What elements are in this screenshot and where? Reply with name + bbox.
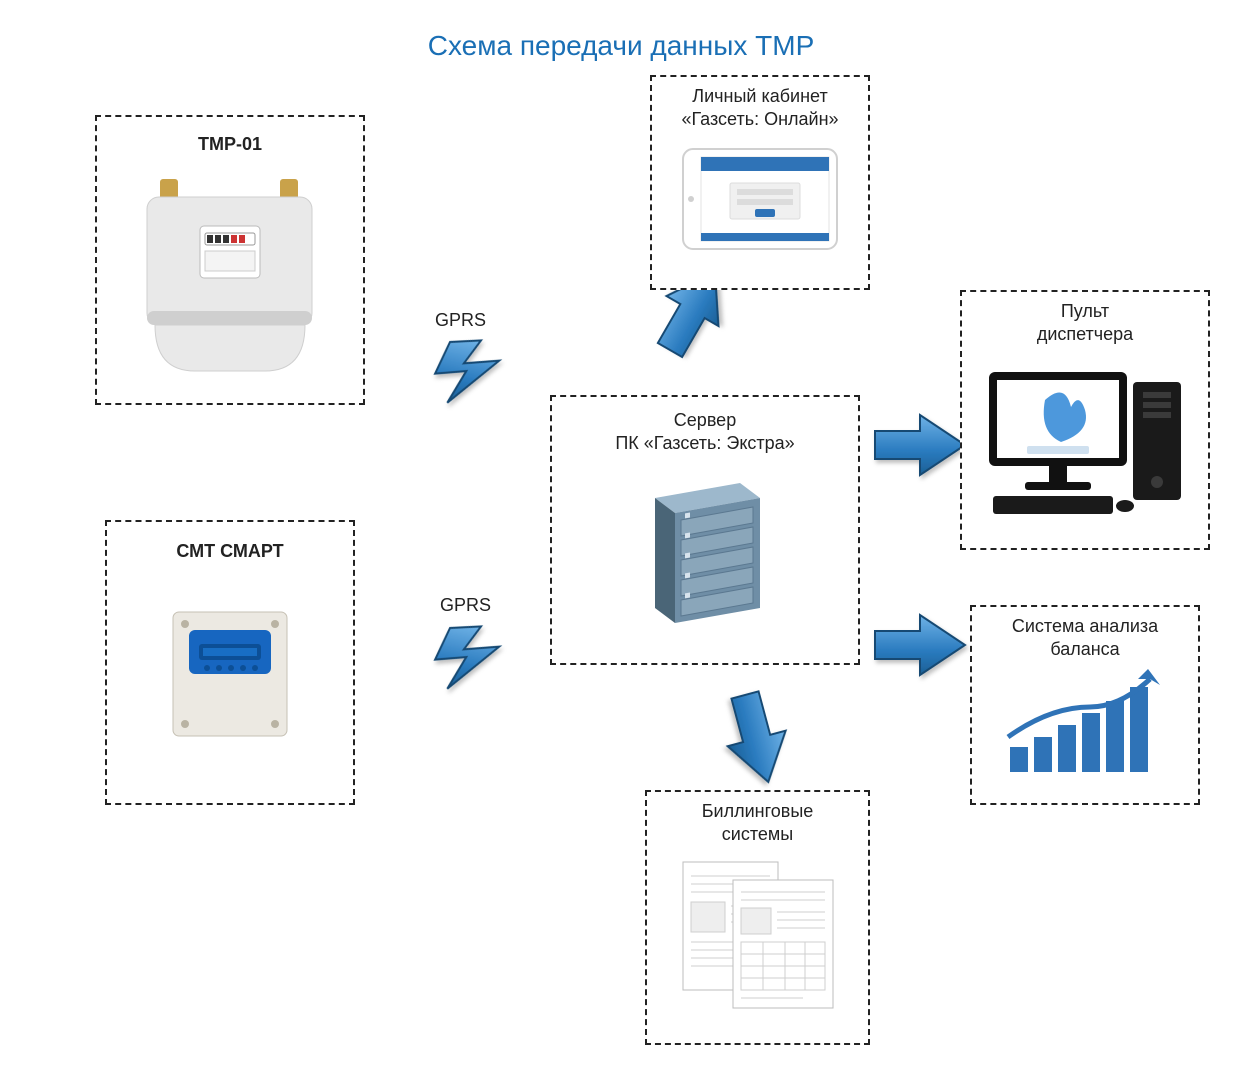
node-label-line2: диспетчера: [962, 323, 1208, 350]
node-label-line2: баланса: [972, 638, 1198, 665]
node-label-line2: системы: [647, 823, 868, 850]
tablet-icon: [652, 134, 868, 264]
workstation-icon: [962, 349, 1208, 524]
connection-label-gprs: GPRS: [440, 595, 491, 616]
smart-meter-icon: [107, 579, 353, 769]
node-label-line1: Система анализа: [972, 607, 1198, 638]
node-cabinet: Личный кабинет «Газсеть: Онлайн»: [650, 75, 870, 290]
node-label-line2: ПК «Газсеть: Экстра»: [552, 432, 858, 459]
node-label: СМТ СМАРТ: [107, 532, 353, 567]
node-label-line1: Личный кабинет: [652, 77, 868, 108]
node-label: ТМР-01: [97, 125, 363, 160]
diagram-canvas: Схема передачи данных ТМР: [0, 0, 1242, 1080]
bar-chart-icon: [972, 664, 1198, 784]
node-label-line1: Биллинговые: [647, 792, 868, 823]
arrow-icon: [875, 615, 965, 675]
arrow-icon: [716, 687, 797, 789]
node-smt-smart: СМТ СМАРТ: [105, 520, 355, 805]
node-label-line1: Сервер: [552, 397, 858, 432]
arrow-icon: [875, 415, 965, 475]
node-balance: Система анализа баланса: [970, 605, 1200, 805]
node-billing: Биллинговые системы: [645, 790, 870, 1045]
node-label-line2: «Газсеть: Онлайн»: [652, 108, 868, 135]
node-tmp01: ТМР-01: [95, 115, 365, 405]
bolt-icon: [430, 333, 503, 412]
gas-meter-icon: [97, 166, 363, 386]
node-dispatcher: Пульт диспетчера: [960, 290, 1210, 550]
documents-icon: [647, 849, 868, 1019]
server-icon: [552, 458, 858, 633]
bolt-icon: [430, 619, 503, 698]
node-server: Сервер ПК «Газсеть: Экстра»: [550, 395, 860, 665]
connection-label-gprs: GPRS: [435, 310, 486, 331]
node-label-line1: Пульт: [962, 292, 1208, 323]
